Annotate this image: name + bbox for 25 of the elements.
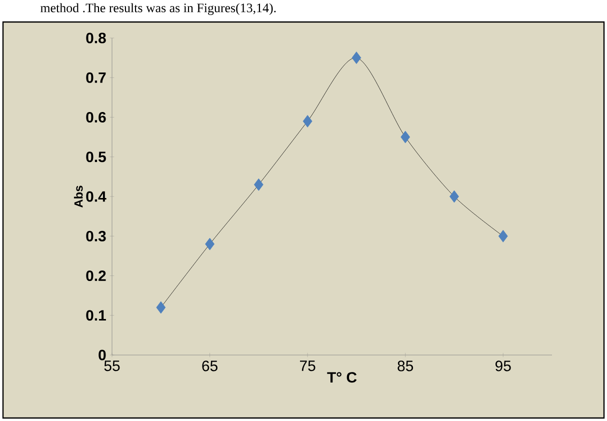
- x-tick-label: 95: [496, 360, 511, 372]
- y-tick-label: 0.7: [86, 72, 106, 83]
- point: [205, 238, 214, 250]
- x-tick-label: 55: [104, 360, 120, 372]
- y-tick-label: 0: [98, 350, 106, 360]
- x-tick-label: 65: [202, 360, 218, 372]
- x-tick-label: 85: [398, 360, 414, 372]
- point: [400, 130, 410, 144]
- point: [302, 115, 312, 128]
- y-tick-label: 0.8: [86, 32, 106, 44]
- y-tick-label: 0.6: [86, 112, 106, 123]
- y-axis-title: Abs: [74, 186, 83, 208]
- x-tick-label: 75: [300, 360, 316, 372]
- y-tick-label: 0.2: [86, 270, 106, 282]
- point: [156, 301, 166, 314]
- point: [352, 52, 362, 64]
- point: [254, 178, 264, 191]
- y-tick-label: 0.1: [86, 310, 106, 321]
- y-tick-label: 0.3: [86, 230, 106, 242]
- point: [498, 230, 508, 242]
- y-tick-label: 0.5: [86, 152, 106, 162]
- point: [450, 190, 459, 203]
- text: method .The results was as in Figures(13,14).: [40, 3, 276, 15]
- y-tick-label: 0.4: [86, 191, 106, 202]
- x-axis-title: T° C: [327, 372, 357, 383]
